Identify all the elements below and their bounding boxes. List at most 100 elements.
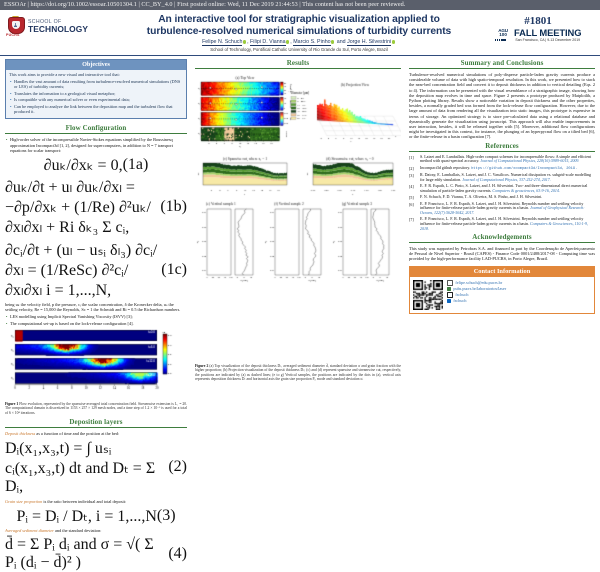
figure-2-label: Figure 2 <box>195 364 209 368</box>
ref-number: [7] <box>409 217 414 223</box>
ref-journal: Computers & geosciences, 63:9-16, 2014. <box>492 187 560 193</box>
contact-linkedin: fschuch <box>453 298 467 304</box>
equation-1a: ∂uₖ/∂xₖ = 0, (1a) <box>5 155 187 175</box>
right-column: Summary and Conclusions Turbulence-resol… <box>405 59 595 400</box>
list-item: [3] R. Dairay, E. Lamballais, S. Laizet, … <box>409 171 595 182</box>
objectives-list: Handles the vast amount of data resultin… <box>9 79 183 114</box>
ref-title: Reynolds number and settling velocity in… <box>420 200 584 211</box>
author-sep: , <box>290 39 294 46</box>
list-item: Handles the vast amount of data resultin… <box>10 79 183 89</box>
reference-list: [1] S. Laizet and E. Lamballais. High-ord… <box>409 153 595 232</box>
crest-label: PUCRS <box>6 33 20 37</box>
linkedin-icon <box>447 298 452 304</box>
equation-1c: ∂cᵢ/∂t + (uₗ − uₛᵢ δₗ₃) ∂cᵢ/∂xₗ = (1/ReS… <box>5 240 187 300</box>
agu-brand-b: 100 <box>499 32 507 38</box>
list-item: Translates the information to a geologic… <box>10 91 183 96</box>
equation-body: ∂uₖ/∂t + uₗ ∂uₖ/∂xₗ = −∂p/∂xₖ + (1/Re) ∂… <box>5 179 151 237</box>
list-item: [4] E. F. R. Espath, L. C. Pinto, S. Laiz… <box>409 182 595 193</box>
contact-linkedin-row[interactable]: fschuch <box>447 298 506 304</box>
ref-authors: E. P. Francisco, L. F. R. Espath, S. Lai… <box>420 216 521 222</box>
essoar-banner: ESSOAr | https://doi.org/10.1002/essoar.… <box>0 0 600 10</box>
contact-github: fschuch <box>455 292 469 298</box>
list-item: Can be employed to analyze the link betw… <box>10 104 183 114</box>
university-logo: PUCRS SCHOOL OF TECHNOLOGY <box>6 16 88 37</box>
equation-1b: ∂uₖ/∂t + uₗ ∂uₖ/∂xₗ = −∂p/∂xₖ + (1/Re) ∂… <box>5 177 187 237</box>
equation-2: Dᵢ(x₁,x₃,t) = ∫ uₛᵢ cᵢ(x₁,x₃,t) dt and D… <box>5 438 187 496</box>
list-item: [6] E. P. Francisco, L. F. R. Espath, S. … <box>409 200 595 216</box>
ref-journal: Journal of Geophysical Research: Oceans,… <box>420 205 585 215</box>
ref-authors: S. Laizet and E. Lamballais. <box>420 153 466 159</box>
ref-title: Numerical dissipation vs. subgrid-scale … <box>420 171 591 182</box>
contact-web-row[interactable]: pubs.pucrs.br/laboratorios/laser <box>447 286 506 292</box>
ref-title: Two- and three-dimensional direct numeri… <box>420 182 588 193</box>
equation-tag: (1c) <box>161 260 187 278</box>
flow-config-bullets-2: LES modelling using Implicit Spectral Va… <box>5 314 187 326</box>
objectives-heading: Objectives <box>6 60 186 70</box>
objectives-box: Objectives This work aims to provide a n… <box>5 59 187 120</box>
figure-1-flow-evolution <box>5 327 183 400</box>
qr-code-icon[interactable] <box>413 279 443 310</box>
equation-tag: (2) <box>168 458 187 476</box>
ref-journal: Journal of Computational Physics, 337:25… <box>462 176 551 182</box>
grain-size-lead: Grain size proportion <box>5 498 43 504</box>
flow-config-bullets: High-order solver of the incompressible … <box>5 137 187 153</box>
contact-information-box: Contact Information felipe.schuch@edu.pu… <box>409 265 595 314</box>
logo-line-2: TECHNOLOGY <box>28 23 89 34</box>
orcid-icon[interactable] <box>286 40 290 44</box>
poster-columns: Objectives This work aims to provide a n… <box>0 56 600 571</box>
avg-diameter-lead: Averaged sediment diameter <box>5 528 54 534</box>
deposition-line-3-text: and the standard deviation: <box>55 528 102 534</box>
author-sep: , <box>247 39 251 46</box>
meeting-details: San Francisco, CA | 9-13 December 2019 <box>515 38 581 43</box>
left-column: Objectives This work aims to provide a n… <box>5 59 191 571</box>
list-item: The computational set-up is based on the… <box>6 321 187 326</box>
author-name: Filipi D. Vianna <box>250 39 286 47</box>
acknowledgements-text: This study was supported by Petrobras S.… <box>409 245 595 262</box>
title-block: An interactive tool for stratigraphic vi… <box>118 14 480 52</box>
ref-title: Reynolds number and settling velocity in… <box>420 216 584 226</box>
orcid-icon[interactable] <box>331 40 335 44</box>
author-name: Marcio S. Pinho <box>293 39 331 47</box>
figure-2-caption: Figure 2 (a) Top visualization of the de… <box>195 364 401 382</box>
ref-authors: E. P. Francisco, L. F. R. Espath, S. Lai… <box>420 200 521 206</box>
deposition-line-1: Deposit thickness as a function of time … <box>5 431 187 436</box>
author-sep: and <box>335 39 348 46</box>
ref-number: [1] <box>409 154 414 160</box>
deposit-thickness-lead: Deposit thickness <box>5 430 36 436</box>
equation-body: Dᵢ(x₁,x₃,t) = ∫ uₛᵢ cᵢ(x₁,x₃,t) dt and D… <box>5 440 156 496</box>
page-title-line-1: An interactive tool for stratigraphic vi… <box>158 14 440 25</box>
equation-body: ∂cᵢ/∂t + (uₗ − uₛᵢ δₗ₃) ∂cᵢ/∂xₗ = (1/ReS… <box>5 241 158 299</box>
poster-header: PUCRS SCHOOL OF TECHNOLOGY An interactiv… <box>0 10 600 56</box>
figure-1-caption-text: Flow evolution, represented by the spanw… <box>5 401 188 415</box>
web-icon <box>447 286 452 292</box>
affiliation: School of Technology, Pontifical Catholi… <box>210 46 388 52</box>
figure-2-results <box>195 72 401 362</box>
acknowledgements-heading: Acknowledgements <box>409 233 595 243</box>
results-heading: Results <box>195 59 401 69</box>
ref-number: [6] <box>409 201 414 207</box>
contact-email-row[interactable]: felipe.schuch@edu.pucrs.br <box>447 279 506 287</box>
ref-url[interactable]: https://github.com/xcompact3d/Incompact3… <box>471 166 578 171</box>
equation-body: ∂uₖ/∂xₖ = 0, <box>43 157 123 175</box>
equation-tag: (3) <box>156 506 176 524</box>
agu-logo-icon: AGU 100 <box>494 27 512 42</box>
contact-github-row[interactable]: fschuch <box>447 291 506 299</box>
equation-tag: (1b) <box>160 198 187 216</box>
orcid-icon[interactable] <box>243 40 247 44</box>
ref-authors: R. Dairay, E. Lamballais, S. Laizet, and… <box>420 171 510 177</box>
deposition-line-2: Grain size proportion is the ratio betwe… <box>5 499 187 504</box>
equation-3: Pᵢ = Dᵢ / Dₜ, i = 1,...,N (3) <box>5 506 187 526</box>
figure-1-label: Figure 1 <box>5 401 19 406</box>
author-list: Felipe N. Schuch, Filipi D. Vianna, Marc… <box>118 39 480 47</box>
agu-brand-a: AGU <box>498 27 508 33</box>
list-item: [2] Incompact3d github repository. https:… <box>409 165 595 172</box>
ref-number: [3] <box>409 172 414 178</box>
pucrs-crest-icon: PUCRS <box>6 16 25 37</box>
agu-meeting-block: #1801 AGU 100 FALL MEETING San Francisco… <box>482 15 594 42</box>
references-heading: References <box>409 142 595 152</box>
ref-authors: E. F. R. Espath, L. C. Pinto, S. Laizet,… <box>420 182 515 188</box>
orcid-icon[interactable] <box>391 40 395 44</box>
nomenclature-text: being uₖ the velocity field, p the press… <box>5 301 181 312</box>
contact-list: felipe.schuch@edu.pucrs.br pubs.pucrs.br… <box>447 279 506 304</box>
deposition-line-3: Averaged sediment diameter and the stand… <box>5 528 187 533</box>
